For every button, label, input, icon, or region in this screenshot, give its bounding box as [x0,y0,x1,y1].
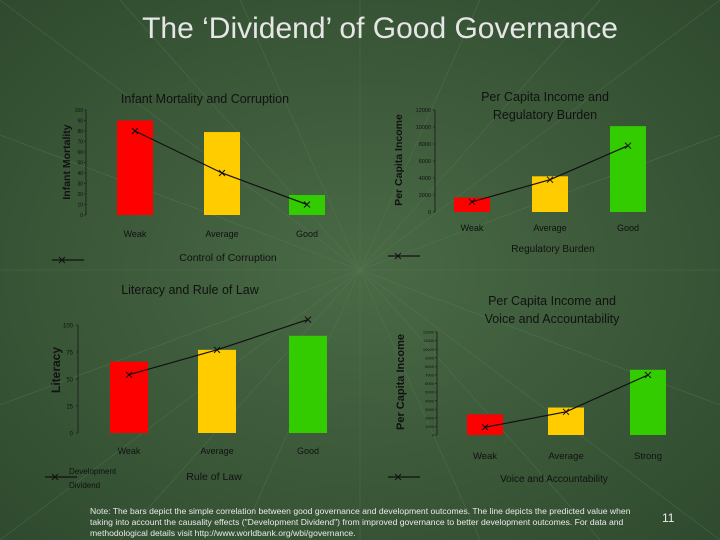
y-axis-label: Infant Mortality [61,124,73,199]
y-tick-label: 20 [77,192,83,198]
x-axis-label: Voice and Accountability [500,474,608,485]
chart-income-voice: Per Capita Income and Voice and Accountab… [388,294,666,485]
dividend-point [213,346,221,354]
bar-weak [110,361,148,433]
x-category-label: Weak [118,446,141,456]
legend-marker [58,256,66,264]
dividend-point [562,408,570,416]
y-tick-label: 50 [77,161,83,167]
y-tick-label: 12000 [423,330,435,335]
y-tick-label: 3000 [425,407,435,412]
dividend-point [303,201,311,208]
dividend-point [218,169,226,177]
y-tick-label: 2000 [419,193,431,199]
y-tick-label: 6000 [419,159,431,165]
x-axis-label: Rule of Law [186,471,242,483]
x-category-label: Weak [461,223,484,233]
x-axis-label: Control of Corruption [179,252,277,264]
bar-weak [467,414,503,435]
page-number: 11 [662,511,675,525]
bar-weak [454,197,490,212]
x-category-label: Average [205,229,238,239]
y-tick-label: 75 [66,350,73,356]
legend-marker [51,473,59,481]
y-tick-label: 50 [66,377,73,383]
slide-title: The ‘Dividend’ of Good Governance [142,12,618,45]
x-category-label: Weak [473,451,497,462]
x-category-label: Good [296,229,318,239]
y-tick-label: 4000 [419,176,431,182]
x-category-label: Weak [124,229,147,239]
y-tick-label: 70 [77,140,83,146]
legend-label: Dividend [69,481,100,490]
y-axis-label: Per Capita Income [393,114,405,206]
bar-good [610,126,646,212]
bar-average [198,349,236,433]
y-tick-label: 10 [77,203,83,209]
dividend-point [481,423,489,431]
y-tick-label: 0 [432,433,435,438]
chart-literacy: Literacy and Rule of Law Literacy 0 25 50 75 1… [45,283,327,490]
bar-strong [630,369,666,435]
y-tick-label: 0 [428,210,431,216]
footnote: Note: The bars depict the simple correla… [90,506,631,538]
dividend-point [546,176,554,184]
y-tick-label: 0 [80,213,83,219]
legend-marker [394,252,402,260]
dividend-point [644,371,652,379]
dividend-point [468,198,476,206]
chart-infant: Infant Mortality and Corruption Infant Mo… [52,92,325,264]
y-tick-label: 100 [63,323,74,329]
dividend-point [131,127,139,135]
bar-good [289,335,327,433]
y-tick-label: 0 [70,431,74,437]
y-axis-label: Per Capita Income [395,334,407,430]
legend-marker [394,473,402,481]
y-axis-label: Literacy [49,347,63,393]
dividend-point [125,371,133,379]
y-tick-label: 1000 [425,424,435,429]
x-category-label: Average [533,223,566,233]
y-tick-label: 8000 [425,364,435,369]
y-tick-label: 40 [77,171,83,177]
x-category-label: Average [548,451,583,462]
y-tick-label: 6000 [425,381,435,386]
y-tick-label: 90 [77,119,83,125]
y-tick-label: 12000 [416,108,431,114]
y-tick-label: 9000 [425,355,435,360]
dividend-point [624,142,632,150]
y-tick-label: 60 [77,150,83,156]
y-tick-label: 25 [66,404,73,410]
chart-income-reg: Per Capita Income and Regulatory Burden Pe… [388,90,646,260]
y-tick-label: 30 [77,182,83,188]
chart-title: Per Capita Income and Regulatory Burden [481,90,609,122]
y-tick-label: 100 [75,108,84,114]
y-tick-label: 8000 [419,142,431,148]
dividend-point [304,316,312,323]
x-category-label: Good [617,223,639,233]
chart-title: Per Capita Income and Voice and Accountab… [485,294,621,326]
x-category-label: Strong [634,451,662,462]
y-tick-label: 4000 [425,398,435,403]
chart-title: Literacy and Rule of Law [121,283,260,297]
x-category-label: Average [200,446,233,456]
bar-weak [117,120,153,215]
y-tick-label: 10000 [416,125,431,131]
y-tick-label: 7000 [425,373,435,378]
y-tick-label: 10000 [423,347,435,352]
legend-label: Development [69,467,117,476]
x-category-label: Good [297,446,319,456]
x-axis-label: Regulatory Burden [511,244,594,255]
y-tick-label: 80 [77,129,83,135]
y-tick-label: 5000 [425,390,435,395]
y-tick-label: 2000 [425,415,435,420]
chart-title: Infant Mortality and Corruption [121,92,289,106]
y-tick-label: 11000 [423,338,435,343]
bar-average [532,176,568,212]
